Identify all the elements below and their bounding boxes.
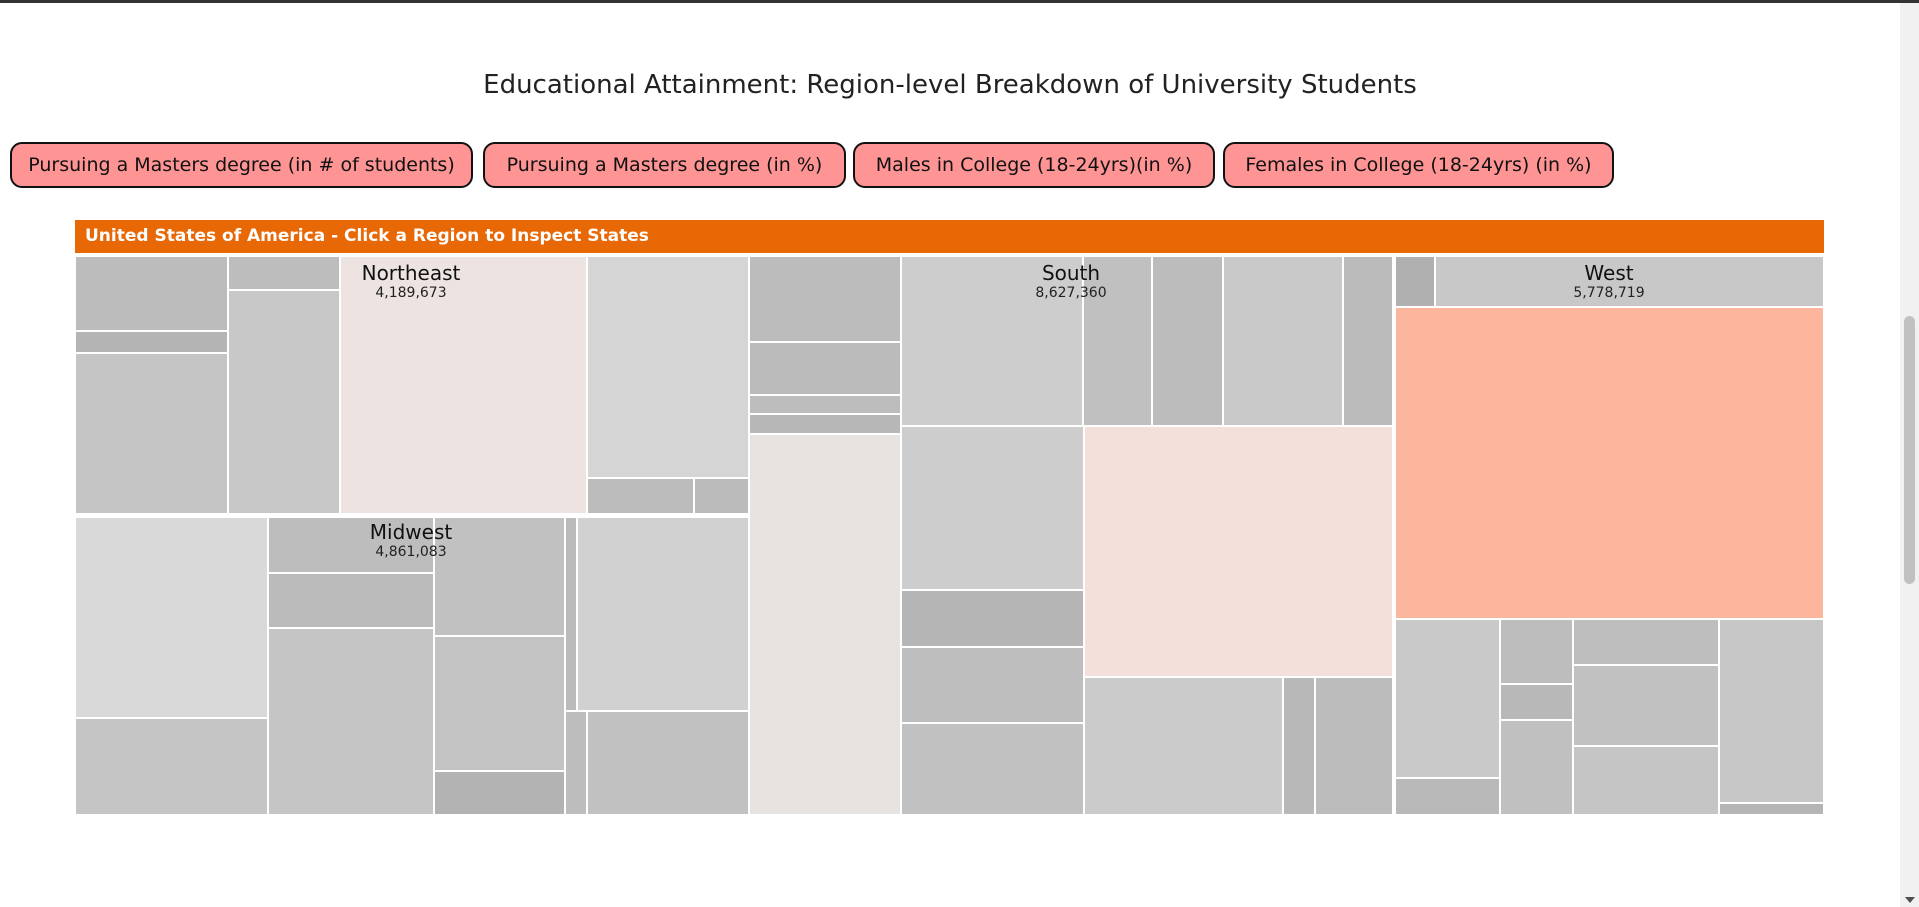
south-state-cell[interactable]: [901, 255, 1083, 426]
midwest-state-cell[interactable]: [434, 636, 565, 771]
west-state-cell[interactable]: [1573, 665, 1719, 746]
northeast-state-cell[interactable]: [587, 255, 749, 478]
page-title: Educational Attainment: Region-level Bre…: [483, 70, 1417, 100]
west-state-cell[interactable]: [1395, 619, 1500, 778]
west-state-cell[interactable]: [1500, 619, 1573, 684]
northeast-state-cell[interactable]: [587, 478, 694, 514]
midwest-region-label[interactable]: Midwest: [369, 520, 453, 544]
scroll-down-arrow-icon[interactable]: [1905, 897, 1915, 903]
west-state-cell[interactable]: [1500, 684, 1573, 720]
males-college-button[interactable]: Males in College (18-24yrs)(in %): [853, 142, 1215, 188]
northeast-state-cell[interactable]: [75, 353, 228, 514]
south-state-cell[interactable]: [1315, 677, 1393, 816]
south-state-cell[interactable]: [749, 395, 901, 414]
west-state-cell[interactable]: [1719, 803, 1824, 816]
northeast-region-value: 4,189,673: [375, 285, 447, 301]
west-region-value: 5,778,719: [1573, 285, 1645, 301]
midwest-state-cell[interactable]: [434, 771, 565, 816]
south-state-cell[interactable]: [1084, 426, 1393, 677]
west-state-cell[interactable]: [1395, 778, 1500, 816]
midwest-state-cell[interactable]: [565, 711, 587, 816]
midwest-state-cell[interactable]: [587, 711, 749, 816]
south-state-cell[interactable]: [1283, 677, 1315, 816]
south-state-cell[interactable]: [749, 414, 901, 434]
south-state-cell[interactable]: [1343, 255, 1393, 426]
midwest-state-cell[interactable]: [434, 517, 565, 636]
treemap: Northeast 4,189,673 Midwest 4,861,083 South 8…: [74, 255, 1825, 816]
south-region-value: 8,627,360: [1035, 285, 1107, 301]
window-top-border: [0, 0, 1919, 3]
west-state-cell[interactable]: [1573, 619, 1719, 665]
northeast-state-cell[interactable]: [228, 290, 340, 514]
scrollbar[interactable]: [1900, 3, 1919, 907]
northeast-state-cell[interactable]: [228, 255, 340, 290]
south-state-cell[interactable]: [901, 590, 1084, 647]
south-state-cell[interactable]: [1084, 677, 1283, 816]
west-region-label[interactable]: West: [1584, 261, 1634, 285]
midwest-state-cell[interactable]: [75, 718, 268, 816]
females-college-button[interactable]: Females in College (18-24yrs) (in %): [1223, 142, 1614, 188]
midwest-state-cell[interactable]: [268, 517, 434, 573]
midwest-state-cell[interactable]: [577, 517, 749, 711]
masters-percent-button[interactable]: Pursuing a Masters degree (in %): [483, 142, 846, 188]
northeast-state-cell[interactable]: [694, 478, 749, 514]
south-state-cell[interactable]: [749, 255, 901, 342]
south-state-cell[interactable]: [901, 426, 1084, 590]
south-state-cell[interactable]: [1223, 255, 1343, 426]
northeast-state-cell[interactable]: [75, 255, 228, 331]
midwest-region-value: 4,861,083: [375, 544, 447, 560]
northeast-region-label[interactable]: Northeast: [361, 261, 461, 285]
south-state-cell[interactable]: [901, 647, 1084, 723]
south-region-label[interactable]: South: [1041, 261, 1101, 285]
south-state-cell[interactable]: [749, 342, 901, 395]
west-state-cell[interactable]: [1500, 720, 1573, 816]
midwest-state-cell[interactable]: [268, 573, 434, 628]
treemap-header[interactable]: United States of America - Click a Regio…: [75, 220, 1824, 253]
west-state-cell[interactable]: [1719, 619, 1824, 803]
scrollbar-thumb[interactable]: [1904, 316, 1915, 584]
south-state-cell[interactable]: [901, 723, 1084, 816]
west-state-cell[interactable]: [1395, 307, 1824, 619]
south-state-cell[interactable]: [749, 434, 901, 816]
midwest-state-cell[interactable]: [75, 517, 268, 718]
midwest-state-cell[interactable]: [268, 628, 434, 816]
south-state-cell[interactable]: [1083, 255, 1152, 426]
northeast-state-cell[interactable]: [340, 255, 587, 514]
masters-count-button[interactable]: Pursuing a Masters degree (in # of stude…: [10, 142, 473, 188]
west-state-cell[interactable]: [1395, 255, 1435, 307]
midwest-state-cell[interactable]: [565, 517, 577, 711]
northeast-state-cell[interactable]: [75, 331, 228, 353]
west-state-cell[interactable]: [1573, 746, 1719, 816]
south-state-cell[interactable]: [1152, 255, 1223, 426]
